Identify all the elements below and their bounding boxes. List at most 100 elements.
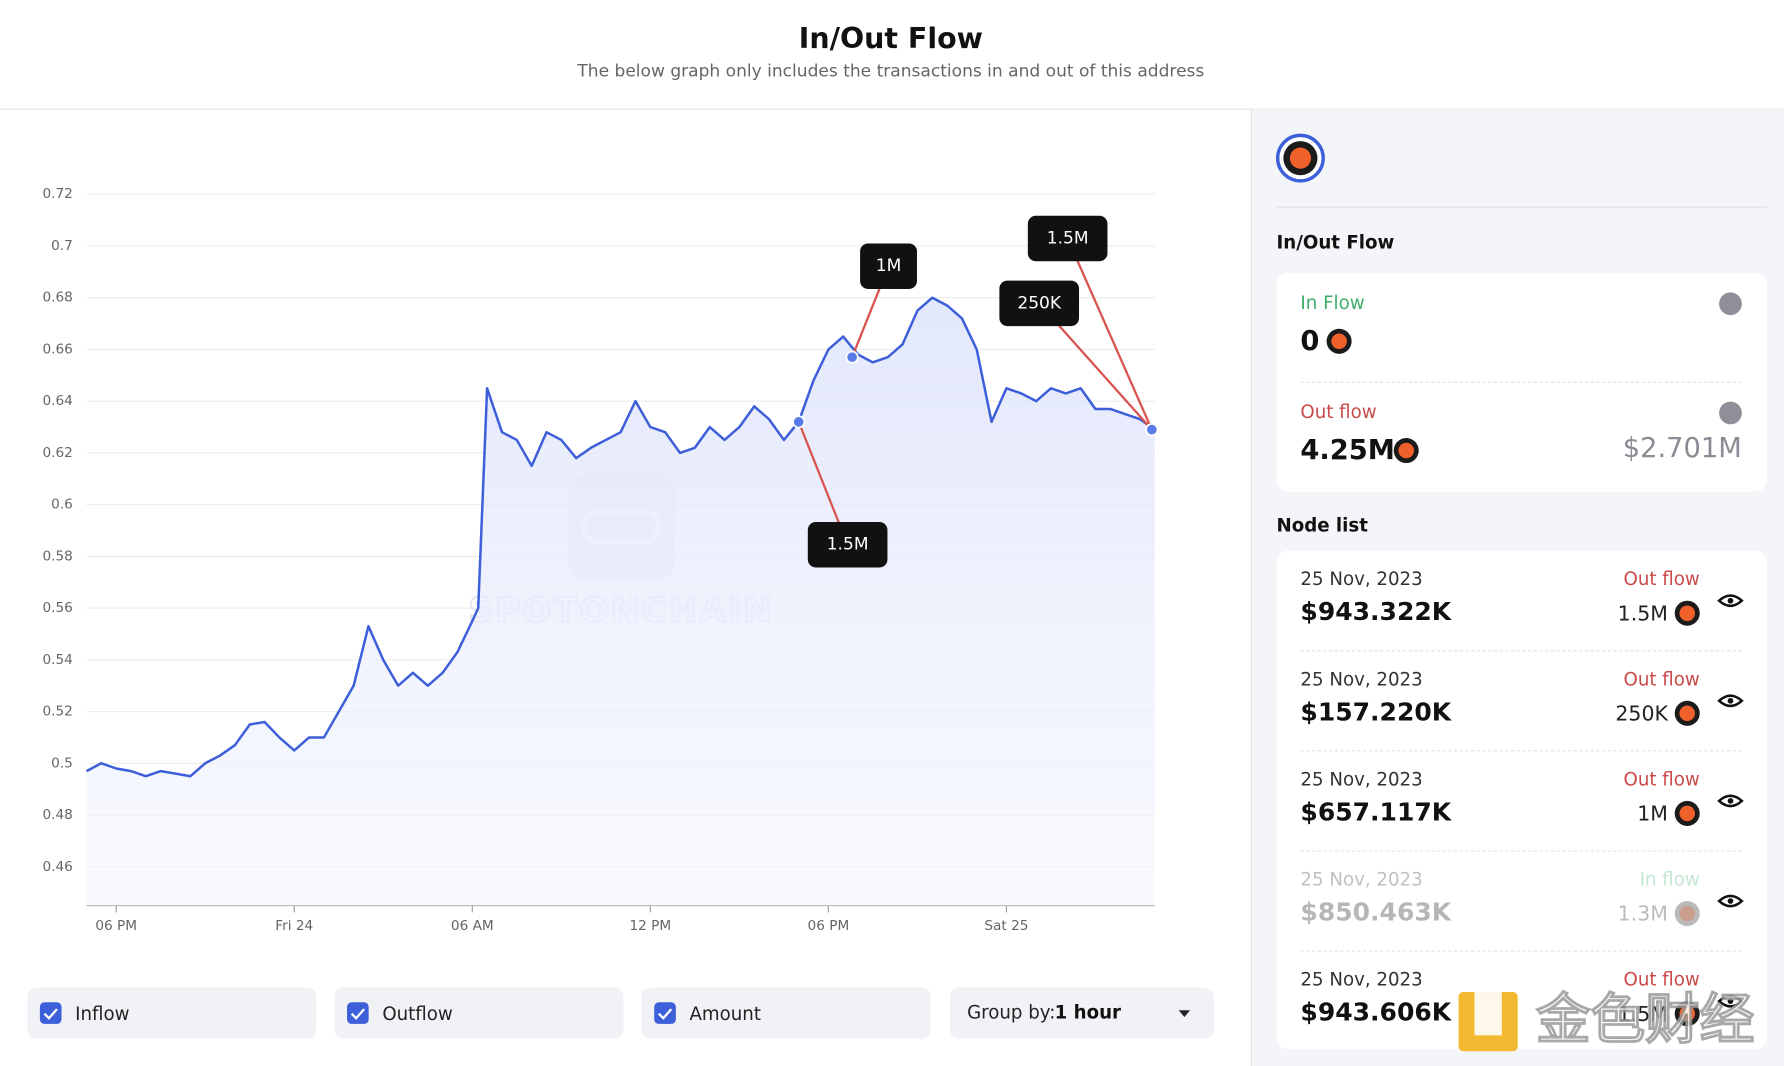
- toggle-label: Amount: [689, 1004, 760, 1025]
- y-tick-label: 0.48: [43, 807, 73, 823]
- annotation-point: [845, 350, 859, 364]
- node-date: 25 Nov, 2023: [1300, 669, 1422, 690]
- help-icon[interactable]: [1719, 401, 1742, 425]
- group-by-value: 1 hour: [1055, 1003, 1121, 1024]
- y-tick-label: 0.62: [43, 445, 73, 461]
- dropdown-caret: [1178, 1010, 1191, 1018]
- out-flow-label: Out flow: [1300, 402, 1376, 423]
- watermark-logo-inner: [1474, 992, 1502, 1036]
- annotation-point: [792, 415, 806, 429]
- node-direction: Out flow: [1624, 669, 1700, 690]
- in-flow-label: In Flow: [1300, 293, 1364, 314]
- annotation-bubble: [999, 280, 1080, 327]
- visibility-icon-pupil: [1727, 597, 1734, 604]
- x-tick-label: Fri 24: [275, 918, 313, 934]
- visibility-icon-pupil: [1727, 998, 1734, 1004]
- annotation-label: 1.5M: [827, 535, 869, 555]
- x-tick-label: 06 PM: [95, 918, 137, 934]
- y-tick-label: 0.56: [43, 600, 73, 616]
- toggle-button[interactable]: [334, 987, 624, 1039]
- node-usd: $943.606K: [1300, 998, 1452, 1027]
- help-icon[interactable]: [1719, 292, 1742, 316]
- visibility-icon[interactable]: [1717, 894, 1744, 908]
- token-icon-inner: [1679, 905, 1695, 922]
- toggle-button[interactable]: [641, 987, 931, 1039]
- y-tick-label: 0.72: [43, 186, 73, 202]
- checkbox[interactable]: [39, 1002, 62, 1024]
- y-tick-label: 0.68: [43, 290, 73, 306]
- node-direction: In flow: [1640, 870, 1700, 891]
- page-subtitle: The below graph only includes the transa…: [576, 62, 1204, 82]
- y-tick-label: 0.64: [43, 393, 73, 409]
- token-icon-inner: [1679, 705, 1695, 722]
- visibility-icon-pupil: [1727, 697, 1734, 704]
- out-flow-usd: $2.701M: [1623, 433, 1742, 464]
- checkmark: [657, 1008, 673, 1020]
- visibility-icon[interactable]: [1717, 694, 1744, 708]
- in-flow-amount: 0: [1300, 326, 1319, 357]
- annotation-label: 250K: [1017, 293, 1062, 313]
- line: [85, 296, 1156, 778]
- token-icon-inner: [1679, 605, 1695, 621]
- visibility-icon[interactable]: [1717, 994, 1744, 1008]
- annotation-point: [1145, 423, 1159, 437]
- token-icon-inner: [1398, 442, 1414, 459]
- checkbox[interactable]: [654, 1002, 676, 1024]
- node-list-title: Node list: [1277, 516, 1369, 537]
- token-icon-inner: [1331, 333, 1347, 350]
- x-tick-label: 06 PM: [808, 918, 850, 934]
- node-date: 25 Nov, 2023: [1300, 970, 1422, 991]
- watermark-text: 金色财经: [1536, 987, 1754, 1051]
- y-tick-label: 0.5: [51, 755, 73, 771]
- chart: 0.46 0.48 0.5 0.52 0.54 0.56 0.58 0.6 0.62 0.64 0.…: [43, 186, 1159, 934]
- x-tick-label: 06 AM: [451, 918, 494, 934]
- node-direction: Out flow: [1624, 970, 1700, 991]
- section-title: In/Out Flow: [1277, 232, 1395, 253]
- annotation-bubble: [1027, 215, 1108, 262]
- annotation-bubble: [860, 243, 917, 289]
- visibility-icon-pupil: [1727, 898, 1734, 904]
- node-amount: 1.3M: [1618, 902, 1668, 926]
- y-tick-label: 0.46: [43, 859, 73, 875]
- toggle-button[interactable]: [27, 987, 317, 1039]
- group-by-label: Group by:: [967, 1003, 1055, 1024]
- x-tick-label: 12 PM: [629, 918, 671, 934]
- token-icon-inner: [1679, 805, 1695, 822]
- node-usd: $657.117K: [1300, 797, 1452, 826]
- toggle-label: Outflow: [382, 1004, 453, 1025]
- y-tick-label: 0.66: [43, 341, 73, 357]
- y-tick-label: 0.54: [43, 652, 73, 668]
- node-amount: 250K: [1615, 701, 1668, 725]
- node-date: 25 Nov, 2023: [1300, 569, 1422, 590]
- out-flow-amount: 4.25M: [1300, 435, 1395, 466]
- annotation-bubble: [807, 521, 888, 568]
- group-by-select[interactable]: [950, 987, 1214, 1039]
- page-title: In/Out Flow: [799, 22, 983, 55]
- x-tick-label: Sat 25: [984, 918, 1028, 934]
- node-usd: $850.463K: [1300, 898, 1452, 927]
- token-icon: [1674, 901, 1700, 927]
- visibility-icon[interactable]: [1717, 594, 1744, 608]
- checkmark: [43, 1008, 58, 1020]
- node-date: 25 Nov, 2023: [1300, 870, 1422, 891]
- node-amount: 1M: [1637, 802, 1668, 826]
- panel-content: In/Out Flow In Flow 0 Out flow 4.25M $2.701M N…: [1275, 133, 1767, 1051]
- node-usd: $157.220K: [1300, 697, 1452, 726]
- visibility-icon[interactable]: [1717, 794, 1744, 808]
- toggle-label: Inflow: [75, 1004, 129, 1025]
- node-direction: Out flow: [1624, 569, 1700, 590]
- node-amount: 1.5M: [1618, 1002, 1668, 1026]
- annotation-label: 1.5M: [1047, 229, 1089, 249]
- y-tick-label: 0.7: [51, 238, 73, 254]
- node-direction: Out flow: [1624, 769, 1700, 790]
- controls: Inflow Outflow Amount Group by: 1 hour: [27, 987, 1214, 1039]
- token-icon-inner: [1679, 1005, 1695, 1022]
- y-tick-label: 0.58: [43, 548, 73, 564]
- visibility-icon-pupil: [1727, 798, 1734, 804]
- annotation-leader: [1066, 238, 1153, 431]
- area: [86, 297, 1155, 906]
- flow-card: [1276, 273, 1767, 492]
- checkbox[interactable]: [347, 1002, 369, 1024]
